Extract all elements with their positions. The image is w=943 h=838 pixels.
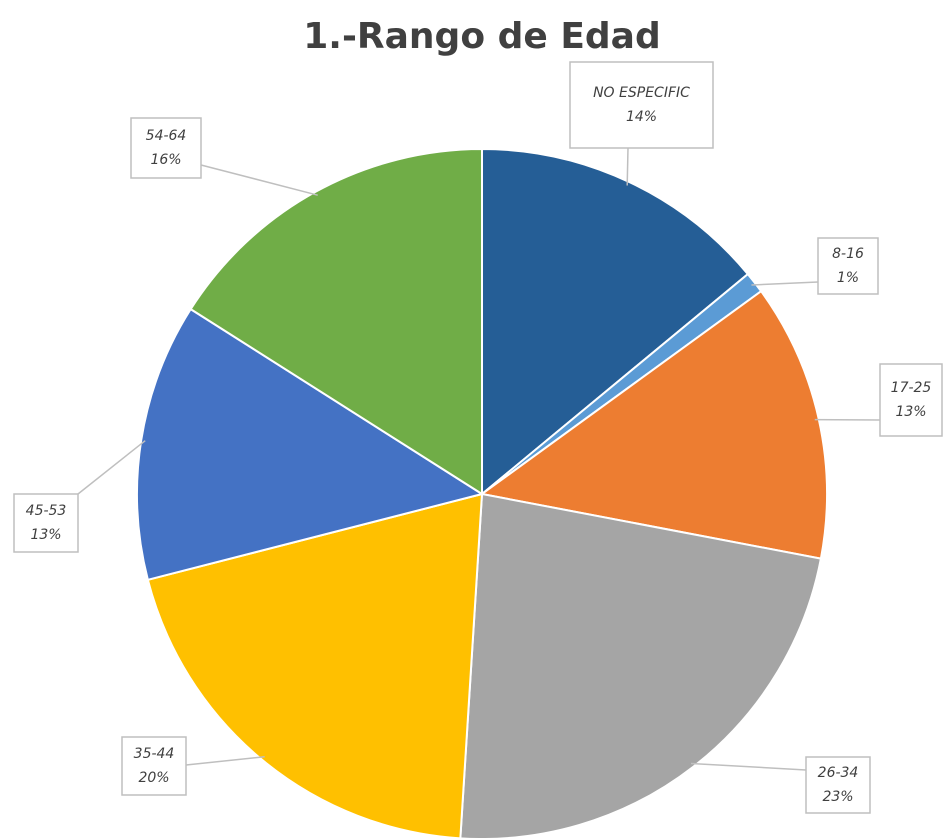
pie-slice: [481, 147, 750, 497]
data-label-category: 26-34: [818, 765, 859, 781]
pie-slice: [459, 492, 823, 838]
data-label-category: 35-44: [134, 746, 175, 762]
leader-line: [751, 281, 819, 286]
leader-line: [77, 440, 146, 495]
label-box: [13, 493, 79, 553]
data-label-category: NO ESPECIFIC: [593, 85, 690, 101]
chart-title: 1.-Rango de Edad: [303, 16, 661, 57]
data-label-category: 54-64: [146, 128, 187, 144]
label-box: [879, 363, 943, 437]
leader-line: [626, 147, 629, 186]
data-label-category: 8-16: [832, 246, 864, 262]
data-label-category: 45-53: [26, 503, 67, 519]
data-label-category: 17-25: [891, 380, 932, 396]
pie-slice: [479, 289, 828, 560]
data-label-value: 16%: [150, 152, 181, 168]
label-box: [130, 117, 202, 179]
label-box: [817, 237, 879, 295]
pie-slice: [146, 492, 484, 838]
leader-line: [185, 755, 265, 766]
label-box: [121, 736, 187, 796]
pie-slice: [136, 307, 485, 582]
pie-slice: [189, 147, 483, 496]
leader-line: [200, 164, 318, 196]
data-label-value: 13%: [895, 404, 926, 420]
label-box: [569, 61, 714, 149]
data-label-value: 23%: [822, 789, 853, 805]
label-box: [805, 756, 871, 814]
leader-line: [690, 762, 807, 771]
data-label-value: 20%: [138, 770, 169, 786]
data-label-value: 14%: [626, 109, 657, 125]
data-label-value: 13%: [30, 527, 61, 543]
data-label-value: 1%: [837, 270, 859, 286]
